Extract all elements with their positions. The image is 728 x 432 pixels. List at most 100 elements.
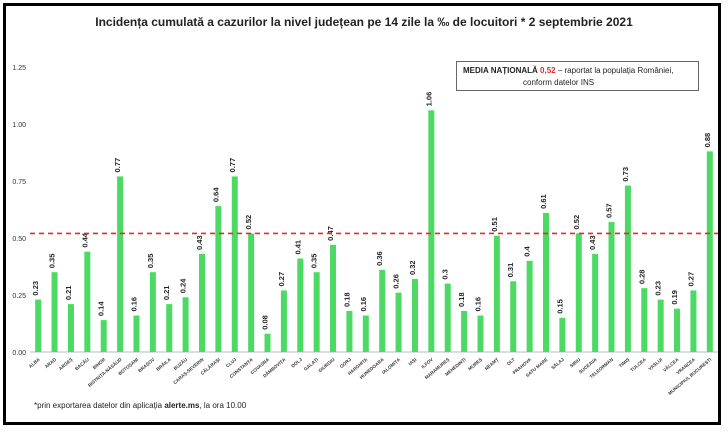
national-average-text: – raportat la populația României, [555,66,674,75]
data-label: 0.43 [588,235,597,250]
data-label: 0.88 [703,133,712,148]
chart-title: Incidența cumulată a cazurilor la nivel … [95,15,633,29]
x-tick-label: TIMIȘ [618,357,631,369]
data-label: 0.77 [228,158,237,173]
bar [706,151,713,352]
data-label: 0.23 [654,281,663,296]
bar [559,317,566,352]
data-label: 0.28 [637,270,646,285]
data-label: 0.35 [146,254,155,269]
data-label: 0.27 [277,272,286,287]
x-tick-label: BRAȘOV [137,356,157,374]
data-label: 0.3 [441,269,450,279]
bar [35,299,42,352]
bar [543,212,549,352]
bar [428,110,435,352]
data-label: 0.35 [48,254,57,269]
data-label: 0.23 [31,281,40,296]
data-label: 0.16 [359,297,368,312]
x-tick-label: GIURGIU [317,357,336,374]
bar [461,310,468,352]
data-label: 0.16 [473,297,482,312]
bar [641,288,648,352]
bar [493,235,500,352]
y-tick-label: 0.00 [12,350,26,357]
x-tick-label: OLT [506,357,516,367]
bar [84,251,91,352]
y-tick-label: 0.25 [12,293,26,300]
data-label: 0.57 [605,203,614,218]
data-label: 0.73 [621,167,630,182]
x-tick-label: IAȘI [408,357,419,367]
data-label: 0.15 [555,299,564,314]
bar [264,333,271,352]
y-tick-label: 1.25 [12,65,26,72]
data-label: 0.26 [392,274,401,289]
bar [592,253,599,352]
bar [248,233,255,352]
x-tick-label: DOLJ [290,357,303,369]
data-label: 0.64 [211,187,220,202]
bar [510,281,517,352]
x-tick-label: ILFOV [420,356,434,369]
bar [608,222,615,352]
footnote: *prin exportarea datelor din aplicația a… [34,401,246,410]
data-label: 0.21 [64,286,73,301]
x-tick-label: ALBA [28,357,42,369]
data-label: 0.4 [523,246,532,257]
bar [67,304,74,352]
bar [362,315,369,352]
footnote-prefix: *prin exportarea datelor din aplicația [34,401,165,410]
x-tick-label: CLUJ [225,357,238,369]
x-tick-label: BACĂU [73,356,90,372]
bar [395,292,402,352]
data-label: 0.52 [572,215,581,230]
data-label: 0.32 [408,260,417,275]
bar [674,308,681,352]
x-tick-label: TULCEA [629,357,647,373]
bar [526,260,533,352]
bar [51,272,58,352]
national-average-value: 0,52 [540,66,556,75]
x-tick-label: ARGEȘ [58,357,74,372]
bar [379,269,386,352]
bar [100,320,107,352]
national-average-box: MEDIA NAȚIONALĂ 0,52 – raportat la popul… [456,61,699,91]
y-tick-label: 1.00 [12,122,26,129]
data-label: 0.77 [113,158,122,173]
data-label: 0.44 [80,232,89,247]
x-tick-label: BRĂILA [155,356,173,372]
data-label: 0.24 [179,278,188,293]
bar [313,272,320,352]
data-label: 0.31 [506,263,515,278]
bar [346,310,353,352]
bar [411,279,418,352]
bar [330,244,337,352]
data-label: 0.52 [244,215,253,230]
x-tick-label: NEAMȚ [484,357,500,371]
x-tick-label: SĂLAJ [550,356,566,371]
bar [133,315,140,352]
y-tick-label: 0.50 [12,236,26,243]
x-tick-label: MUREȘ [467,357,484,372]
x-tick-label: SIBIU [569,357,582,369]
data-label: 0.16 [129,297,138,312]
bar [624,185,631,352]
data-label: 0.41 [293,240,302,255]
x-tick-label: ARAD [44,357,58,370]
bar [575,233,582,352]
footnote-source: alerte.ms [164,401,200,410]
data-label: 1.06 [424,92,433,107]
bar [199,253,205,352]
bar [297,258,304,352]
bar [444,283,451,352]
bar [477,315,484,352]
bar [149,272,156,352]
data-label: 0.36 [375,251,384,266]
bar [215,206,222,352]
data-label: 0.21 [162,286,171,301]
bar [182,297,189,352]
data-label: 0.08 [261,315,270,330]
x-tick-label: GORJ [339,357,353,369]
